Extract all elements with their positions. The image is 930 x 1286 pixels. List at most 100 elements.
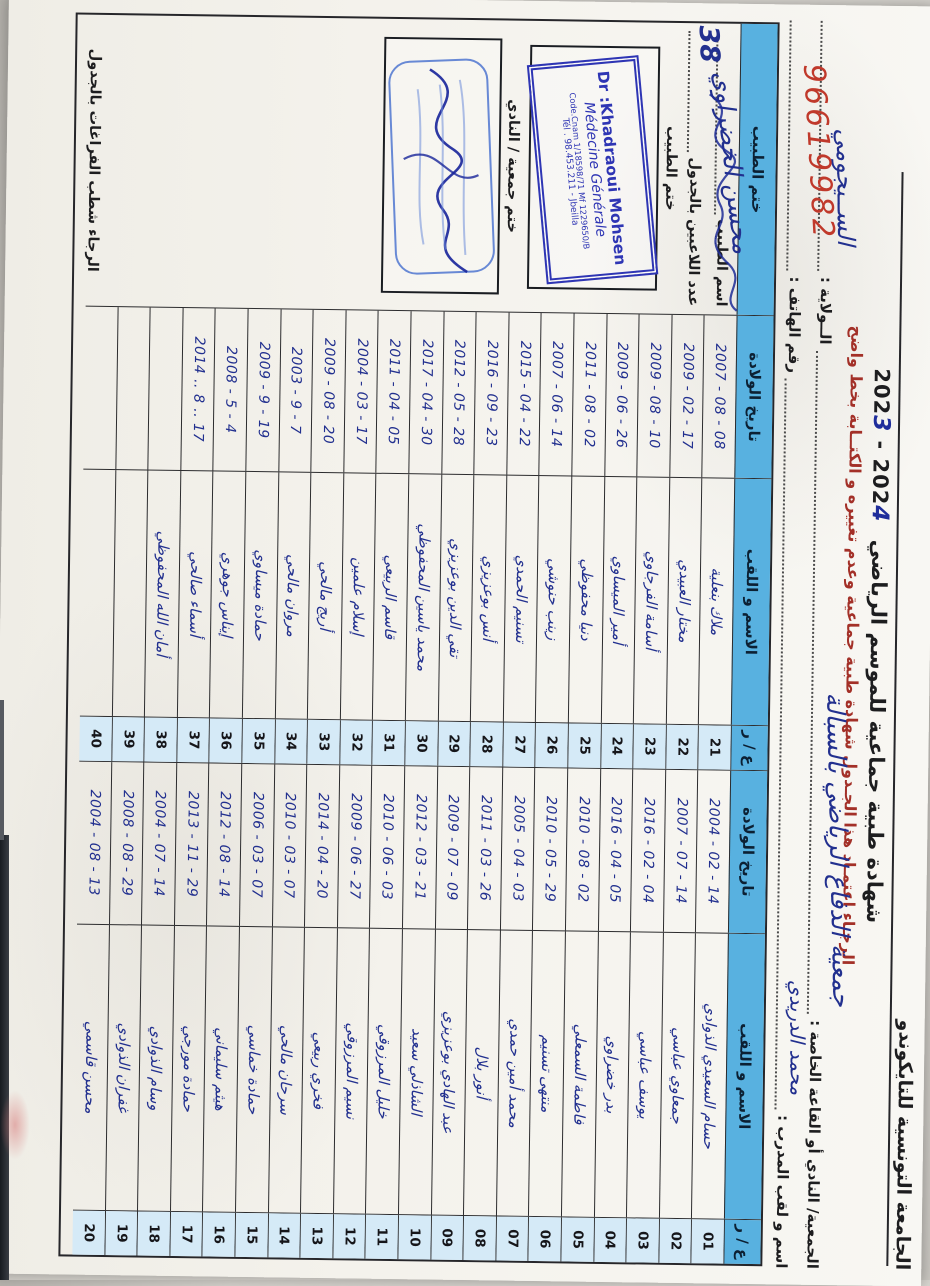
season-y2-corrected-digit: 4 xyxy=(866,505,893,523)
season-y1-corrected-digit: 3 xyxy=(867,414,895,433)
table-cell-no: 22 xyxy=(665,724,699,770)
table-cell-name: ملاك بنعلية xyxy=(698,478,735,725)
table-cell-name: فخري ربيعي xyxy=(300,927,337,1214)
table-cell-date xyxy=(83,307,117,470)
table-cell-name: بدر خضراوي xyxy=(593,931,631,1218)
table-cell-date: 2011 - 04 - 05 xyxy=(375,310,411,474)
table-cell-name xyxy=(111,470,148,717)
table-cell-name: زينب حنوشي xyxy=(535,476,572,723)
table-cell-name: محمد ياسين المحفوظي xyxy=(404,474,441,721)
table-cell-no: 40 xyxy=(79,716,112,761)
table-cell-date: 2014 .. 8 .. 17 xyxy=(180,308,216,471)
table-column-no-rows_g1: ع / ر 01 02 03 04 05 06 07 08 09 10 11 12 13 14 15 16 17 1… xyxy=(72,1209,761,1265)
season-y1: 202 xyxy=(869,368,894,416)
table-cell-no: 04 xyxy=(592,1217,627,1263)
table-cell-name: عبد الهادي بوعزيزي xyxy=(430,929,468,1215)
doctor-stamp-label: ختم الطبيب xyxy=(662,125,680,211)
table-cell-no: 03 xyxy=(625,1218,659,1263)
table-cell-no: 14 xyxy=(267,1213,301,1258)
table-cell-date: 2010 - 05 - 29 xyxy=(532,767,568,931)
column-header: تاريخ الولادة xyxy=(727,770,768,934)
table-cell-name: محمد أمين حمدي xyxy=(495,930,533,1216)
phone-dotted-field: 96619982 xyxy=(786,20,841,271)
table-cell-name: غفران الذوادي xyxy=(104,924,142,1211)
coach-label: اسم و لقب المدرب : xyxy=(772,1114,793,1269)
table-cell-date: 2009 - 07 - 09 xyxy=(434,766,470,929)
scanner-edge-shadow-2 xyxy=(0,700,4,840)
table-cell-no: 20 xyxy=(72,1210,105,1256)
scanner-edge-shadow xyxy=(0,835,9,1280)
table-cell-date: 2012 - 05 - 28 xyxy=(440,311,476,475)
table-cell-no: 15 xyxy=(234,1212,268,1258)
table-cell-name: سرحان مالحي xyxy=(267,927,305,1213)
table-cell-date: 2009 - 9 - 19 xyxy=(245,308,281,472)
table-cell-no: 19 xyxy=(104,1210,138,1256)
table-cell-no: 27 xyxy=(502,722,536,767)
table-cell-date xyxy=(147,307,183,471)
column-header: الاسم و اللقب xyxy=(723,933,765,1219)
table-cell-no: 31 xyxy=(371,720,405,766)
table-cell-date: 2015 - 04 - 22 xyxy=(506,312,542,476)
table-cell-date: 2009 - 02 - 17 xyxy=(669,314,704,478)
table-cell-no: 28 xyxy=(469,721,503,767)
table-cell-no: 32 xyxy=(339,719,373,765)
table-cell-no: 36 xyxy=(208,718,242,763)
table-cell-date: 2004 - 03 - 17 xyxy=(343,310,379,473)
coach-handwritten-value: محمد الدريدي xyxy=(785,979,810,1096)
coach-phone-line: اسم و لقب المدرب : محمد الدريدي رقم الها… xyxy=(772,20,841,1269)
table-cell-name: حسام السعيدي الذوادي xyxy=(691,933,728,1219)
table-cell-date: 2016 - 09 - 23 xyxy=(473,312,509,475)
table-cell-date: 2004 - 08 - 13 xyxy=(85,789,103,896)
doctor-stamp-box: Dr :Khadraoui Mohsen Médecine Générale C… xyxy=(526,44,661,291)
club-stamp-signature-squiggle-icon xyxy=(403,67,479,273)
table-cell-date: 2007 - 07 - 14 xyxy=(662,769,698,933)
table-cell-name: أنس بوعزيزي xyxy=(470,475,507,722)
table-cell-date: 2008 - 5 - 4 xyxy=(212,308,248,472)
table-cell-date: 2008 - 08 - 29 xyxy=(108,761,144,925)
table-cell-date xyxy=(115,307,150,470)
table-cell-no: 16 xyxy=(201,1212,236,1257)
table-cell-name: منتهى تسنيم xyxy=(528,930,565,1217)
table-cell-name: دنيا محفوظي xyxy=(567,476,604,723)
table-cell-name: هيثم سليماني xyxy=(202,926,240,1212)
table-cell-name: أسامة الفرجاوي xyxy=(633,477,670,724)
table-cell-name: أمير الميساوي xyxy=(600,477,637,724)
club-dotted-field: جمعية الدفاع الرياضي بالسبالة xyxy=(806,350,856,1015)
table-cell-date: 2010 - 08 - 02 xyxy=(564,768,600,931)
table-column-date-rows_g1: تاريخ الولادة 2004 - 02 - 14 2007 - 07 - 1… xyxy=(77,760,768,934)
table-cell-no: 26 xyxy=(534,722,568,768)
table-cell-no: 24 xyxy=(599,723,634,769)
doctor-name-field: اسم الطبيب محسن الخضراوي xyxy=(708,31,757,312)
table-cell-no: 10 xyxy=(397,1214,431,1260)
table-cell-date: 2017 - 04 - 30 xyxy=(408,311,444,474)
table-cell-date: 2009 - 06 - 26 xyxy=(603,313,639,477)
table-cell-name: تقي الدين بوعزيزي xyxy=(437,474,474,721)
table-cell-no: 39 xyxy=(110,716,145,762)
table-cell-date: 2003 - 9 - 7 xyxy=(278,309,313,472)
table-cell-date: 2011 - 03 - 26 xyxy=(467,766,503,930)
scan-smudge xyxy=(0,1090,30,1160)
players-count-value: 38 xyxy=(692,24,726,64)
table-cell-name: وسام الذوادي xyxy=(137,925,174,1211)
table-cell-no: 35 xyxy=(241,718,275,764)
table-cell-name: حمادة مورجي xyxy=(169,925,207,1212)
club-stamp-label: ختم جمعية / النادي xyxy=(503,99,522,234)
strike-blanks-note: الرجاء شطب الفراغات بالجدول xyxy=(84,48,104,272)
table-cell-date: 2007 - 08 - 08 xyxy=(701,315,737,478)
table-cell-no: 01 xyxy=(690,1219,724,1264)
table-cell-no: 05 xyxy=(560,1217,594,1262)
doctor-signature-squiggle-icon xyxy=(709,93,738,312)
column-header: الاسم و اللقب xyxy=(730,478,772,725)
season-years: 2023 - 2024 xyxy=(867,368,895,522)
table-cell-date: 2016 - 02 - 04 xyxy=(630,769,666,932)
table-cell-date: 2010 - 06 - 03 xyxy=(369,765,405,929)
doctor-stamp: Dr :Khadraoui Mohsen Médecine Générale C… xyxy=(526,54,659,284)
table-cell-name: خليل المرزوقي xyxy=(365,928,403,1214)
stamp-column: ختم الطبيب اسم الطبيب محسن الخضراوي عدد … xyxy=(74,15,778,316)
table-cell-no: 21 xyxy=(697,724,731,770)
table-cell-no: 07 xyxy=(495,1216,529,1261)
table-cell-name: تسنيم الحمدي xyxy=(502,475,539,722)
table-column-no-rows_g2: ع / ر 21 22 23 24 25 26 27 28 29 30 31 32 33 34 35 36 37 3… xyxy=(79,715,768,771)
table-column-date-rows_g2: تاريخ الولادة 2007 - 08 - 08 2009 - 02 - 1… xyxy=(83,305,774,479)
